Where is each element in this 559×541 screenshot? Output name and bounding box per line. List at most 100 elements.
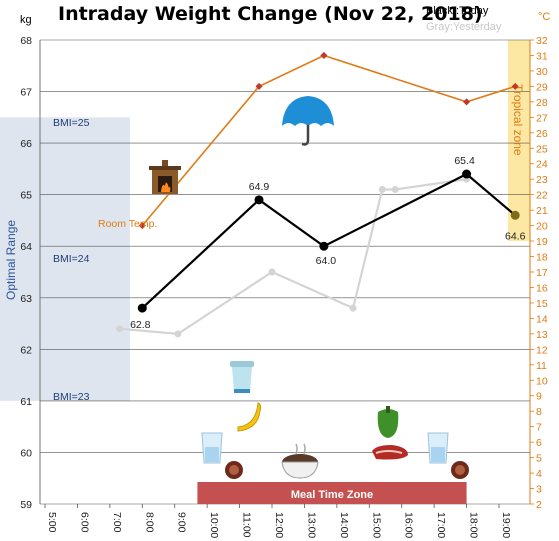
y-left-tick-label: 61 [20, 396, 32, 408]
room-temp-point [463, 98, 471, 106]
y-right-tick-label: 6 [536, 437, 542, 449]
y-left-ticks: 59 60 61 62 63 64 65 66 67 68 [20, 35, 32, 511]
y-right-tick-label: 26 [536, 128, 548, 140]
bmi-23-label: BMI=23 [53, 391, 90, 403]
y-right-tick-label: 27 [536, 112, 548, 124]
y-left-tick-label: 62 [20, 344, 32, 356]
meal-time-zone-band [197, 482, 467, 504]
y-right-tick-label: 24 [536, 159, 548, 171]
y-right-tick-label: 18 [536, 252, 548, 264]
yesterday-line [119, 178, 467, 335]
y-left-tick-label: 64 [20, 241, 32, 253]
x-tick-label: 13:00 [305, 512, 317, 538]
today-line [141, 172, 516, 309]
y-left-tick-label: 59 [20, 499, 32, 511]
y-right-tick-label: 31 [536, 50, 548, 62]
today-data-label: 64.9 [249, 181, 270, 193]
today-point [319, 241, 329, 251]
y-left-tick-label: 66 [20, 138, 32, 150]
x-tick-label: 14:00 [338, 512, 350, 538]
yesterday-point [116, 325, 124, 333]
y-left-tick-label: 67 [20, 87, 32, 99]
tropical-zone-label: Tropical zone [511, 84, 525, 156]
y-right-tick-label: 20 [536, 221, 548, 233]
room-temp-label: Room Temp. [98, 218, 157, 230]
legend-today: Black :Today [426, 5, 489, 17]
pepper-icon [377, 406, 399, 438]
today-data-label: 65.4 [454, 155, 475, 167]
today-data-label: 62.8 [130, 319, 151, 331]
y-left-tick-label: 63 [20, 293, 32, 305]
x-tick-label: 5:00 [46, 512, 58, 533]
yesterday-point [268, 268, 276, 276]
x-tick-label: 8:00 [143, 512, 155, 533]
y-right-tick-label: 32 [536, 35, 548, 47]
y-right-tick-label: 28 [536, 97, 548, 109]
tropical-zone-band [508, 40, 530, 242]
room-temp-point [255, 82, 263, 90]
banana-icon [237, 402, 262, 432]
meal-time-zone-label: Meal Time Zone [291, 489, 373, 501]
x-tick-label: 7:00 [111, 512, 123, 533]
optimal-range-label: Optimal Range [4, 220, 18, 300]
y-right-tick-label: 25 [536, 143, 548, 155]
today-point [462, 169, 472, 179]
y-left-tick-label: 68 [20, 35, 32, 47]
x-tick-label: 15:00 [370, 512, 382, 538]
x-tick-label: 19:00 [500, 512, 512, 538]
y-right-tick-label: 8 [536, 406, 542, 418]
y-right-tick-label: 3 [536, 484, 542, 496]
y-right-tick-label: 15 [536, 298, 548, 310]
today-point [254, 195, 264, 205]
y-left-tick-label: 60 [20, 447, 32, 459]
fireplace-icon [149, 160, 181, 194]
y-right-tick-label: 2 [536, 499, 542, 511]
optimal-range-band [0, 117, 130, 401]
x-tick-label: 9:00 [176, 512, 188, 533]
y-right-tick-label: 23 [536, 174, 548, 186]
y-right-tick-label: 17 [536, 267, 548, 279]
x-tick-label: 16:00 [403, 512, 415, 538]
sausage-icon [451, 461, 469, 479]
x-ticks: 5:00 6:00 7:00 8:00 9:00 10:00 11:00 12:00 13:00… [44, 504, 512, 538]
bmi-24-label: BMI=24 [53, 253, 90, 265]
soup-bowl-icon [281, 443, 319, 479]
y-right-ticks: 2345678910111213141516171819202122232425… [530, 35, 548, 511]
water-glass-icon [201, 432, 223, 464]
room-temp-point [138, 222, 146, 230]
y-right-tick-label: 14 [536, 313, 548, 325]
room-temp-line [141, 54, 516, 227]
yogurt-icon [230, 361, 254, 393]
bmi-25-label: BMI=25 [53, 117, 90, 129]
yesterday-point [349, 304, 357, 312]
y-right-tick-label: 22 [536, 190, 548, 202]
y-right-tick-label: 4 [536, 468, 542, 480]
room-temp-point [511, 82, 519, 90]
y-right-tick-label: 13 [536, 329, 548, 341]
y-right-tick-label: 9 [536, 391, 542, 403]
x-tick-label: 12:00 [273, 512, 285, 538]
room-temp-point [320, 51, 328, 60]
legend-yesterday: Gray:Yesterday [426, 21, 502, 33]
series-layer: 62.8 64.9 64.0 65.4 64.6 [116, 51, 526, 338]
today-data-label: 64.6 [505, 230, 526, 242]
y-right-tick-label: 5 [536, 453, 542, 465]
x-tick-label: 6:00 [78, 512, 90, 533]
y-right-tick-label: 12 [536, 344, 548, 356]
y-right-tick-label: 21 [536, 205, 548, 217]
y-left-tick-label: 65 [20, 190, 32, 202]
y-right-tick-label: 11 [536, 360, 547, 372]
x-tick-label: 10:00 [208, 512, 220, 538]
y-right-unit: °C [538, 11, 550, 23]
today-point [510, 210, 520, 220]
yesterday-point [391, 186, 399, 194]
y-right-tick-label: 16 [536, 282, 548, 294]
today-point [137, 303, 147, 313]
umbrella-icon [282, 96, 334, 146]
x-tick-label: 17:00 [435, 512, 447, 538]
chart-title: Intraday Weight Change (Nov 22, 2018) [58, 3, 483, 25]
yesterday-point [378, 186, 386, 194]
y-right-tick-label: 10 [536, 375, 548, 387]
y-right-tick-label: 30 [536, 66, 548, 78]
